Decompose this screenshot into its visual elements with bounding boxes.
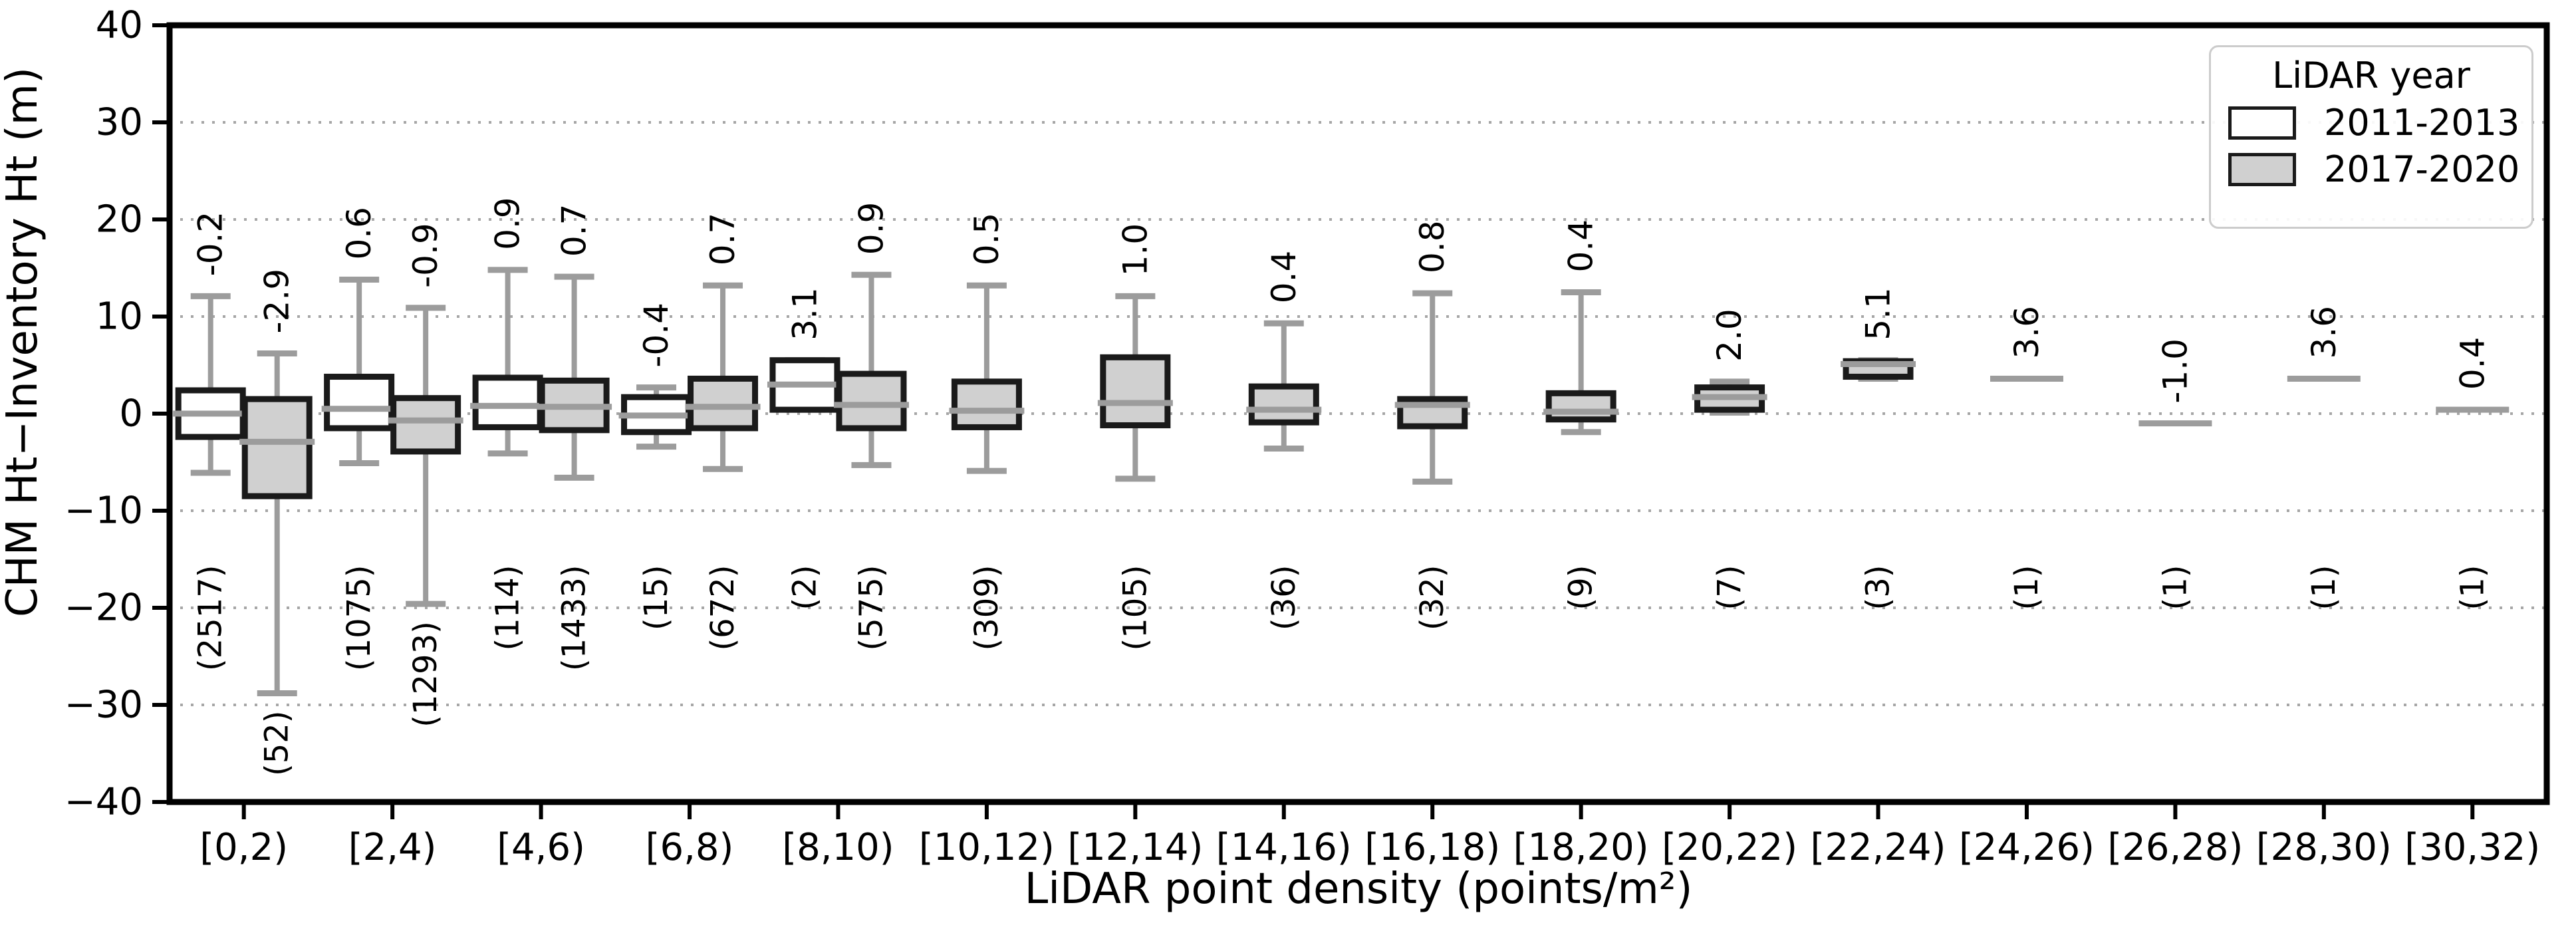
mean-label-2017-2020-[4,6): 0.7 [555,204,594,257]
mean-label-2011-2013-[0,2): -0.2 [192,211,230,277]
y-tick-label--30: −30 [64,684,143,727]
mean-label-2017-2020-[2,4): -0.9 [406,223,445,288]
x-tick-label-0: [0,2) [199,826,288,869]
count-label-2011-2013-[0,2): (2517) [192,565,229,671]
count-label-2017-2020-[28,30): (1) [2305,565,2343,610]
mean-label-2017-2020-[22,24): 5.1 [1859,287,1898,340]
box-2017-2020-[10,12) [951,378,1022,430]
box-2011-2013-[4,6) [472,374,543,430]
count-label-2017-2020-[8,10): (575) [852,565,890,650]
count-label-2011-2013-[8,10): (2) [786,565,823,610]
x-axis-title: LiDAR point density (points/m²) [1024,864,1693,914]
count-label-2017-2020-[26,28): (1) [2156,565,2194,610]
count-label-2017-2020-[16,18): (32) [1414,565,1451,630]
count-label-2017-2020-[30,32): (1) [2454,565,2491,610]
legend-item-2011-2013: 2011-2013 [2228,104,2531,142]
box-2017-2020-[0,2) [241,396,313,499]
legend-item-label: 2011-2013 [2324,102,2520,144]
x-tick-label-5: [10,12) [919,826,1055,869]
mean-label-2017-2020-[18,20): 0.4 [1562,219,1601,273]
y-tick-label--40: −40 [64,781,143,824]
x-tick-label-8: [16,18) [1364,826,1500,869]
count-label-2017-2020-[0,2): (52) [259,710,296,776]
count-label-2017-2020-[18,20): (9) [1563,565,1600,610]
mean-label-2017-2020-[0,2): -2.9 [258,269,297,334]
box-2017-2020-[14,16) [1248,383,1319,426]
count-label-2017-2020-[6,8): (672) [704,565,741,650]
mean-label-2017-2020-[12,14): 1.0 [1116,223,1154,277]
box-2011-2013-[2,4) [324,374,395,432]
mean-label-2011-2013-[6,8): -0.4 [637,303,676,368]
y-tick-label-0: 0 [119,392,143,436]
count-label-2011-2013-[2,4): (1075) [340,565,378,671]
x-tick-label-15: [30,32) [2404,826,2540,869]
x-tick-label-9: [18,20) [1513,826,1649,869]
y-tick-label-20: 20 [96,198,143,241]
count-label-2017-2020-[14,16): (36) [1265,565,1303,630]
count-label-2017-2020-[24,26): (1) [2008,565,2045,610]
y-tick-label--20: −20 [64,587,143,630]
mean-label-2011-2013-[2,4): 0.6 [340,207,378,260]
x-tick-label-4: [8,10) [782,826,894,869]
x-tick-label-2: [4,6) [497,826,585,869]
x-tick-label-1: [2,4) [348,826,437,869]
count-label-2017-2020-[22,24): (3) [1860,565,1897,610]
mean-label-2017-2020-[26,28): -1.0 [2156,338,2194,404]
mean-label-2017-2020-[10,12): 0.5 [967,213,1006,266]
x-tick-label-3: [6,8) [646,826,734,869]
count-label-2017-2020-[4,6): (1433) [556,565,593,671]
x-tick-label-13: [26,28) [2107,826,2243,869]
count-label-2017-2020-[20,22): (7) [1711,565,1748,610]
box-2017-2020-[18,20) [1545,390,1616,423]
x-tick-label-12: [24,26) [1959,826,2095,869]
legend-item-2017-2020: 2017-2020 [2228,151,2531,188]
mean-label-2011-2013-[4,6): 0.9 [489,197,527,250]
count-label-2011-2013-[6,8): (15) [638,565,675,630]
legend-swatch-gray-icon [2228,153,2296,186]
legend: LiDAR year 2011-2013 2017-2020 [2209,45,2533,229]
y-tick-label-40: 40 [96,4,143,47]
legend-title: LiDAR year [2272,55,2470,96]
box-2017-2020-[6,8) [688,375,759,432]
y-axis-title: CHM Ht−Inventory Ht (m) [0,66,47,617]
count-label-2011-2013-[4,6): (114) [489,565,527,650]
mean-label-2017-2020-[28,30): 3.6 [2305,306,2343,359]
x-tick-label-7: [14,16) [1216,826,1352,869]
legend-item-label: 2017-2020 [2324,148,2520,190]
x-tick-label-6: [12,14) [1067,826,1203,869]
mean-label-2017-2020-[20,22): 2.0 [1710,309,1749,362]
mean-label-2017-2020-[6,8): 0.7 [704,213,742,266]
legend-swatch-white-icon [2228,106,2296,140]
plot-spines [166,22,2550,805]
count-label-2017-2020-[2,4): (1293) [407,621,444,728]
mean-label-2017-2020-[8,10): 0.9 [852,202,890,255]
x-tick-label-10: [20,22) [1662,826,1797,869]
y-tick-label-10: 10 [96,295,143,338]
y-tick-label-30: 30 [96,101,143,144]
count-label-2017-2020-[12,14): (105) [1116,565,1154,650]
box-2017-2020-[8,10) [836,370,907,432]
x-tick-label-11: [22,24) [1811,826,1946,869]
mean-label-2017-2020-[16,18): 0.8 [1413,220,1452,273]
count-label-2017-2020-[10,12): (309) [968,565,1005,650]
mean-label-2017-2020-[24,26): 3.6 [2007,306,2046,359]
mean-label-2017-2020-[14,16): 0.4 [1265,251,1303,304]
box-2017-2020-[12,14) [1100,354,1171,429]
mean-label-2017-2020-[30,32): 0.4 [2453,337,2492,390]
y-tick-label--10: −10 [64,489,143,533]
box-2017-2020-[2,4) [390,395,461,455]
x-tick-label-14: [28,30) [2256,826,2392,869]
mean-label-2011-2013-[8,10): 3.1 [785,287,824,340]
